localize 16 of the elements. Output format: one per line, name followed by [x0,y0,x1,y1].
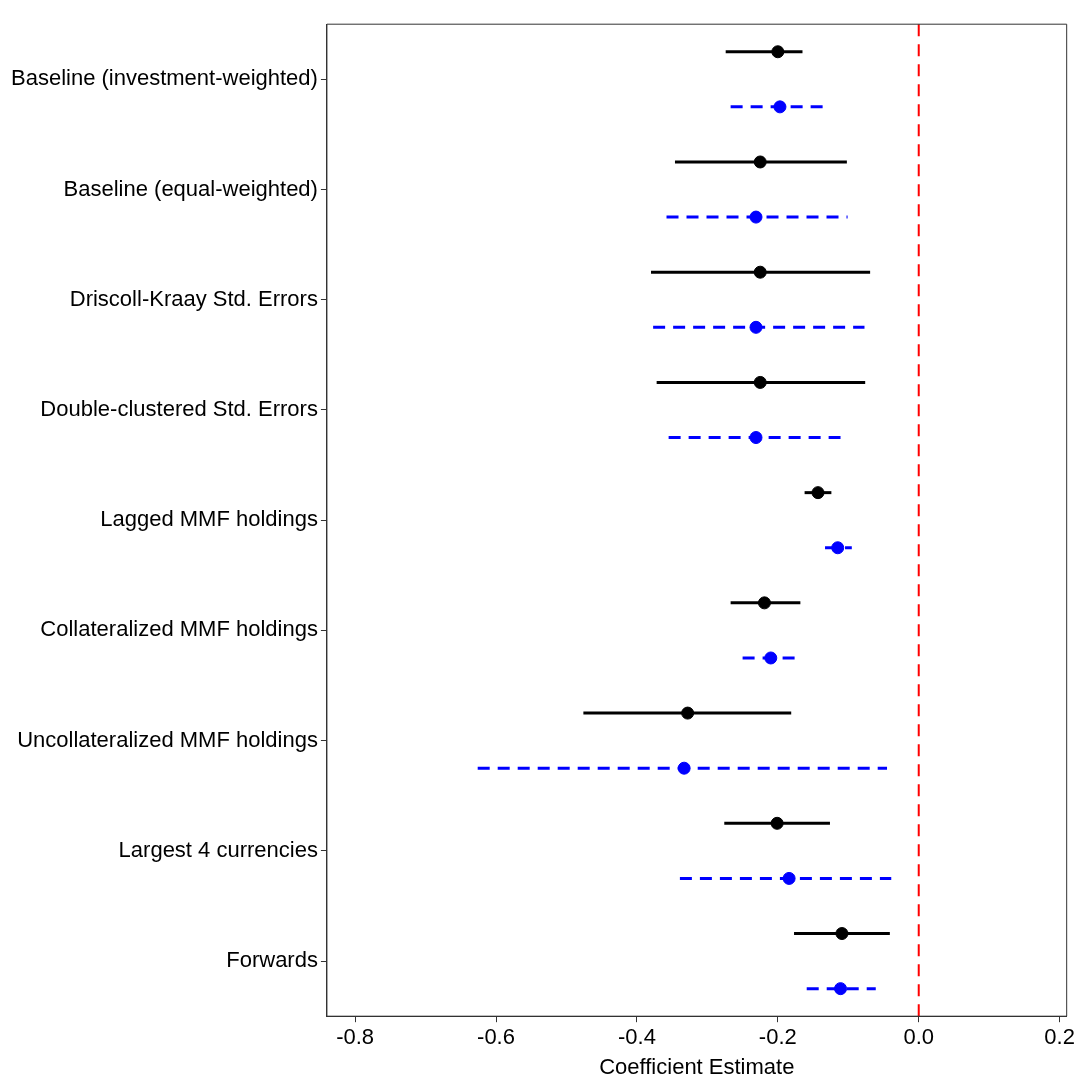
y-tick-label: Baseline (equal-weighted) [63,175,318,201]
y-tick-label: Largest 4 currencies [118,836,318,862]
x-tick-label: -0.6 [477,1024,515,1050]
x-tick-label: -0.8 [336,1024,375,1050]
x-axis-title: Coefficient Estimate [599,1053,795,1079]
x-tick-label: 0.0 [903,1024,935,1050]
y-tick-label: Baseline (investment-weighted) [10,65,318,91]
y-tick-label: Driscoll-Kraay Std. Errors [69,285,318,311]
y-tick-label: Double-clustered Std. Errors [40,396,318,422]
y-tick-label: Uncollateralized MMF holdings [17,726,318,752]
y-tick-label: Lagged MMF holdings [100,506,318,532]
x-tick-label: 0.2 [1044,1024,1075,1050]
x-tick-label: -0.2 [758,1024,797,1050]
x-tick-label: -0.4 [617,1024,656,1050]
y-tick-label: Forwards [226,947,318,973]
y-tick-label: Collateralized MMF holdings [40,616,318,642]
